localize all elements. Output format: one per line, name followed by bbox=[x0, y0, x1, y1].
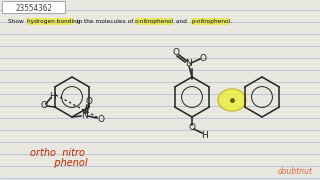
Bar bbox=[135, 17, 173, 24]
Ellipse shape bbox=[218, 89, 246, 111]
Text: O: O bbox=[172, 48, 180, 57]
Text: p-nitrophenol.: p-nitrophenol. bbox=[191, 19, 232, 24]
Text: N: N bbox=[82, 111, 88, 120]
Text: N: N bbox=[185, 58, 191, 68]
Text: hydrogen bonding: hydrogen bonding bbox=[27, 19, 81, 24]
Text: ortho  nitro: ortho nitro bbox=[30, 148, 85, 158]
Bar bbox=[27, 17, 74, 24]
Text: O: O bbox=[98, 114, 105, 123]
Text: Show: Show bbox=[8, 19, 26, 24]
Text: and: and bbox=[174, 19, 189, 24]
Text: O: O bbox=[188, 123, 196, 132]
FancyBboxPatch shape bbox=[3, 1, 66, 14]
Text: o-nitrophenol: o-nitrophenol bbox=[135, 19, 174, 24]
Text: H: H bbox=[202, 130, 208, 140]
Text: H: H bbox=[49, 91, 56, 100]
Text: phenol: phenol bbox=[45, 158, 88, 168]
Text: O: O bbox=[199, 53, 206, 62]
Text: O: O bbox=[40, 100, 47, 109]
Text: doubtnut: doubtnut bbox=[277, 168, 313, 177]
Text: in the molecules of: in the molecules of bbox=[75, 19, 135, 24]
Text: O: O bbox=[85, 96, 92, 105]
Bar bbox=[191, 17, 229, 24]
Text: 23554362: 23554362 bbox=[15, 3, 52, 12]
